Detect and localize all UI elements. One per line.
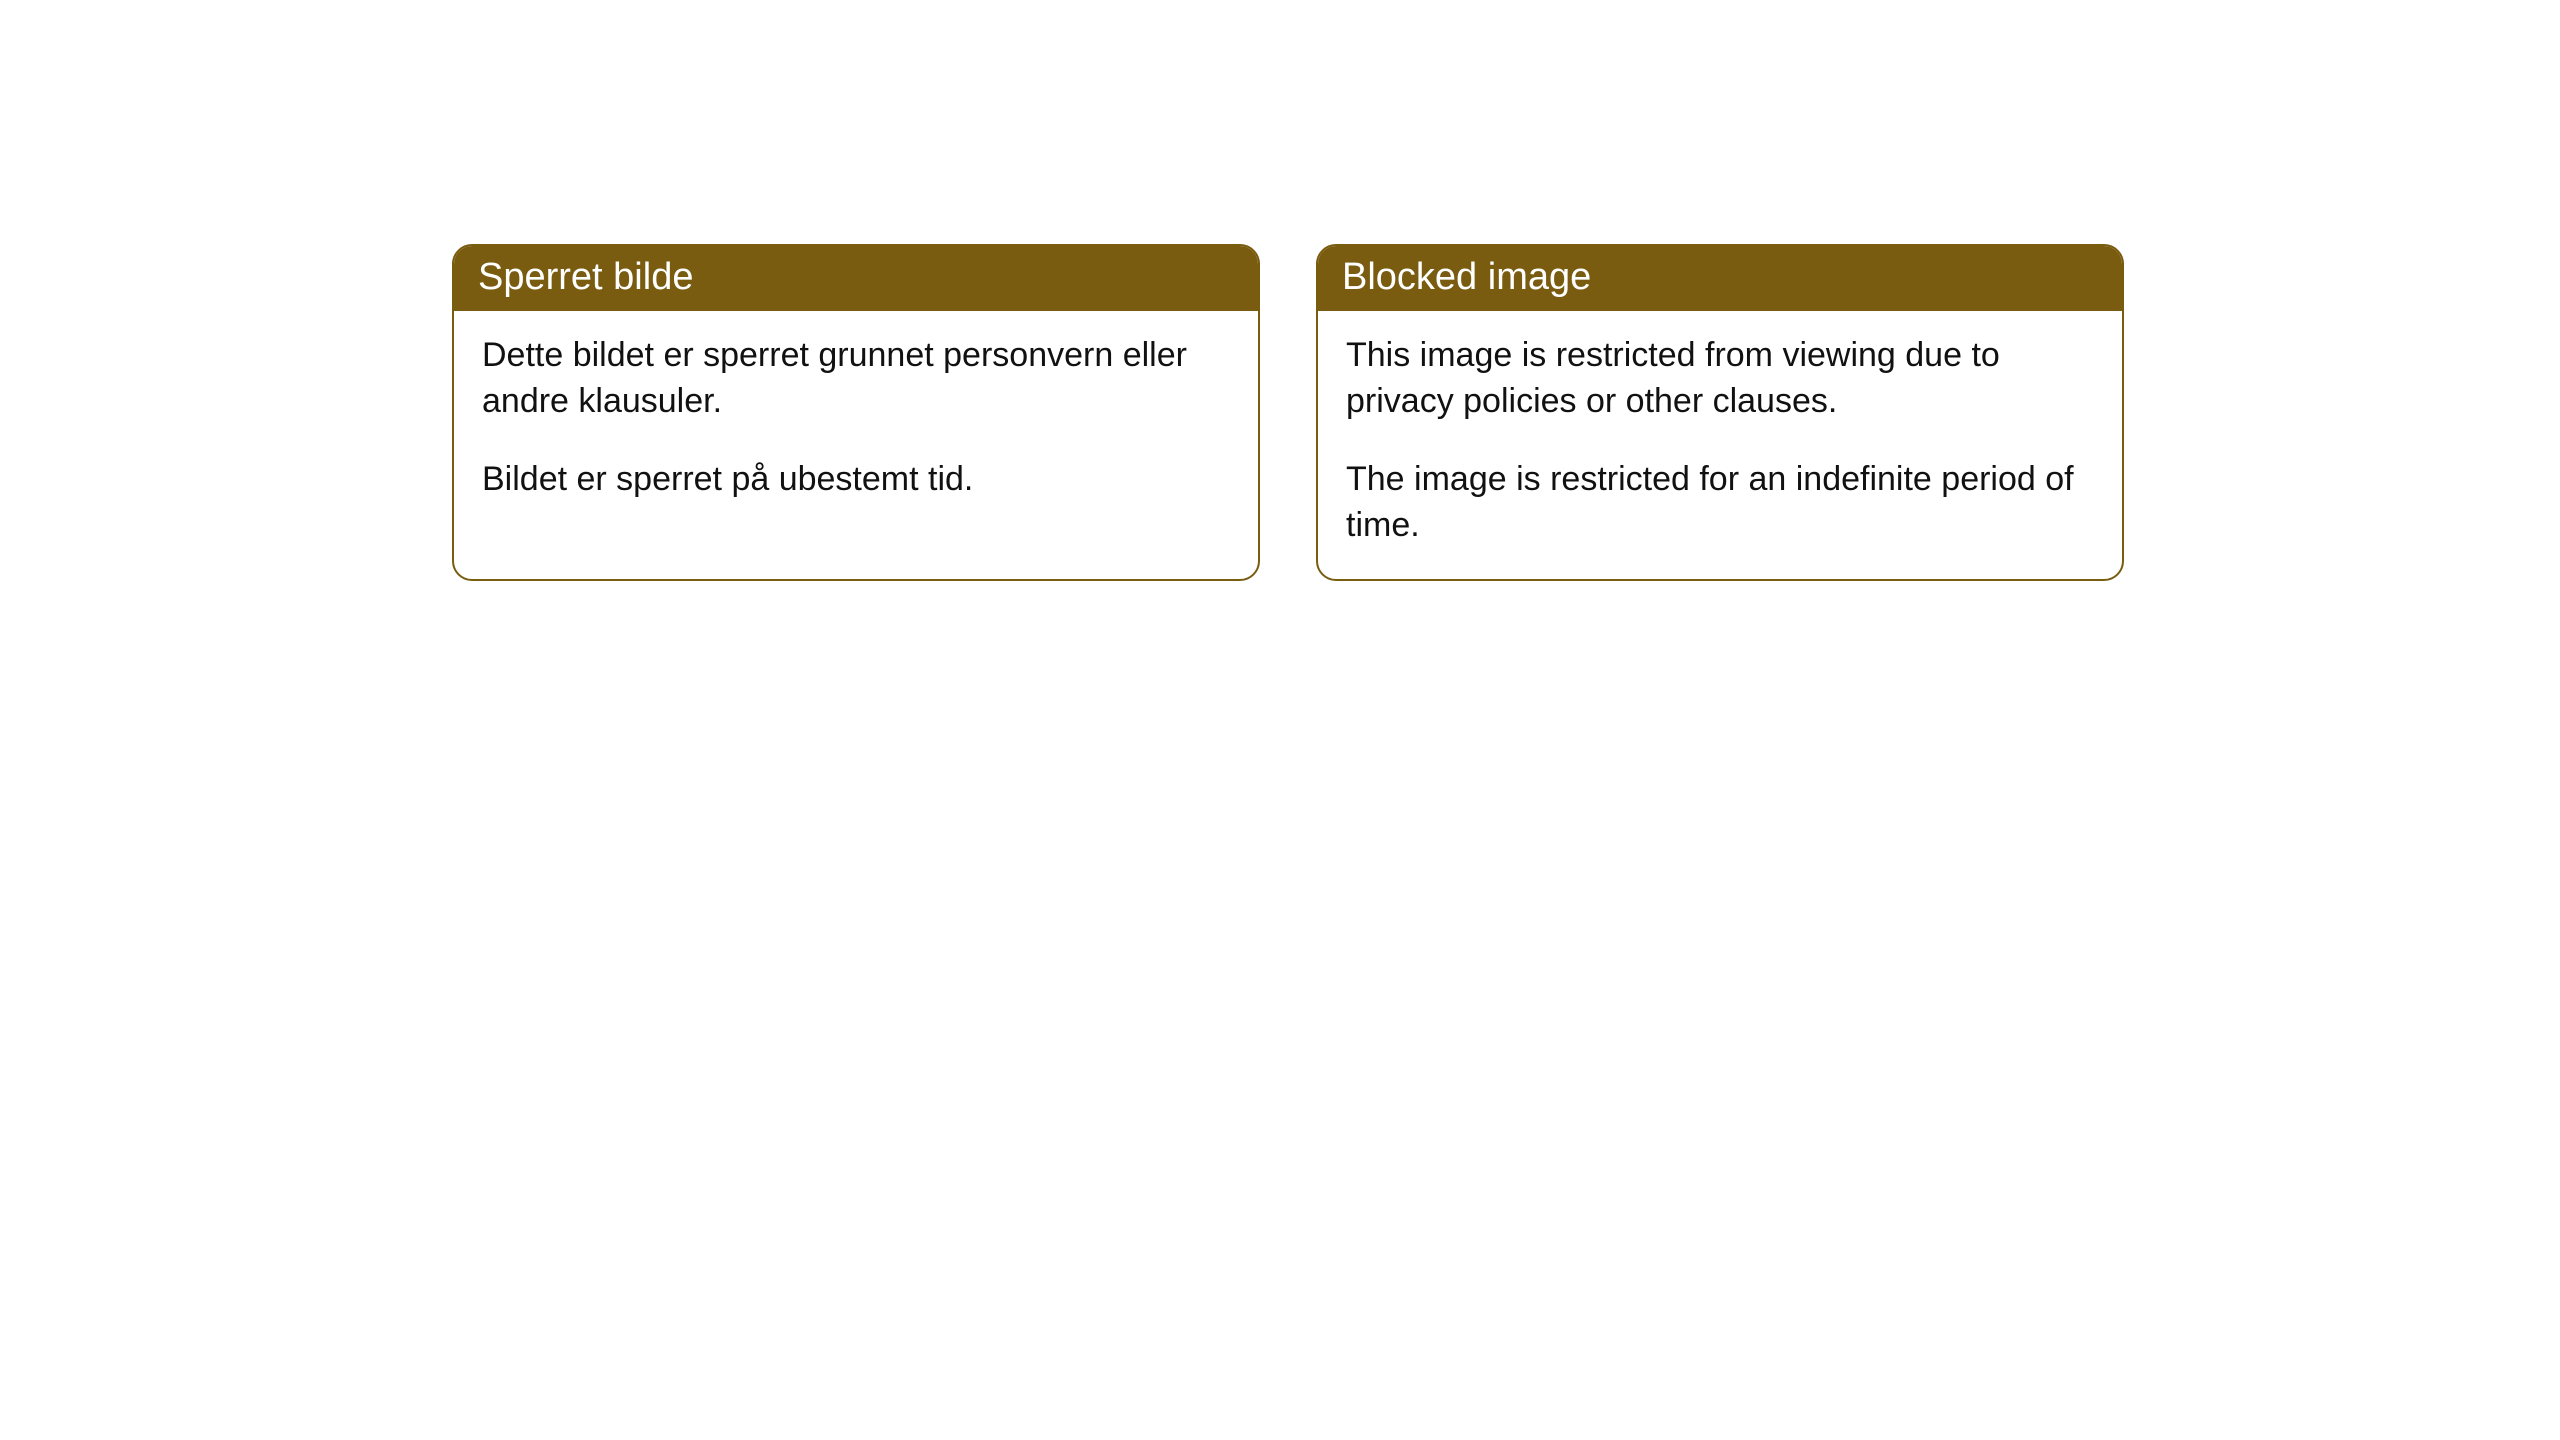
card-body: This image is restricted from viewing du…: [1318, 311, 2122, 579]
notice-card-norwegian: Sperret bilde Dette bildet er sperret gr…: [452, 244, 1260, 581]
card-paragraph: This image is restricted from viewing du…: [1346, 333, 2094, 425]
card-paragraph: Bildet er sperret på ubestemt tid.: [482, 457, 1230, 503]
card-body: Dette bildet er sperret grunnet personve…: [454, 311, 1258, 533]
notice-card-english: Blocked image This image is restricted f…: [1316, 244, 2124, 581]
card-header: Blocked image: [1318, 246, 2122, 311]
card-header: Sperret bilde: [454, 246, 1258, 311]
card-paragraph: The image is restricted for an indefinit…: [1346, 457, 2094, 549]
notice-container: Sperret bilde Dette bildet er sperret gr…: [0, 0, 2560, 581]
card-paragraph: Dette bildet er sperret grunnet personve…: [482, 333, 1230, 425]
